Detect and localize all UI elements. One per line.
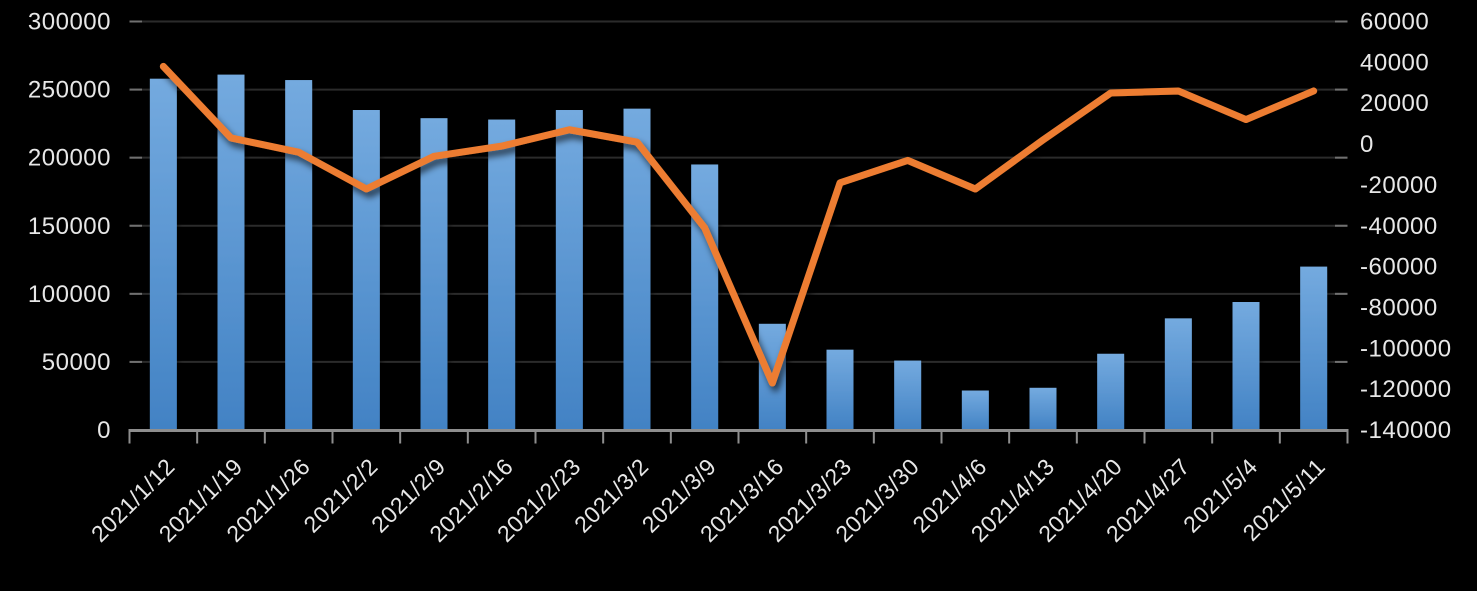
x-axis-date-label: 2021/3/2: [569, 453, 654, 538]
left-axis-label: 250000: [28, 77, 111, 104]
line-series: [159, 62, 1318, 387]
bar: [1164, 318, 1192, 430]
right-axis-label: -120000: [1360, 376, 1452, 403]
category-axis: [128, 429, 1349, 444]
right-axis-label: -20000: [1360, 172, 1438, 199]
bar: [488, 119, 516, 430]
gridlines: [129, 20, 1348, 363]
bar: [1300, 266, 1328, 430]
right-axis-label: 60000: [1360, 9, 1429, 36]
left-axis-label: 50000: [42, 349, 111, 376]
left-axis-label: 300000: [28, 9, 111, 36]
left-axis-label: 100000: [28, 281, 111, 308]
x-axis-date-label: 2021/2/2: [298, 453, 383, 538]
right-axis-label: 40000: [1360, 49, 1429, 76]
left-axis-label: 200000: [28, 145, 111, 172]
bar: [961, 390, 989, 430]
left-axis-label: 0: [97, 417, 111, 444]
bar-series: [149, 74, 1328, 430]
right-axis-label: -140000: [1360, 417, 1452, 444]
bar: [1029, 387, 1057, 430]
left-axis-label: 150000: [28, 213, 111, 240]
right-axis-label: 0: [1360, 131, 1374, 158]
bar: [285, 80, 313, 430]
bar: [1097, 353, 1125, 430]
left-axis-tick-labels: 300000 250000 200000 150000 100000 50000 0: [28, 9, 111, 445]
category-axis-tick-labels: 2021/1/122021/1/192021/1/262021/2/22021/…: [86, 453, 1330, 547]
axis-edge-ticks: [129, 20, 1348, 431]
line-path: [159, 62, 1318, 387]
right-axis-tick-labels: 60000 40000 20000 0 -20000 -40000 -60000 -80000…: [1360, 9, 1452, 445]
bar: [1232, 302, 1260, 430]
right-axis-label: -40000: [1360, 213, 1438, 240]
bar: [149, 78, 177, 430]
right-axis-label: 20000: [1360, 90, 1429, 117]
right-axis-label: -100000: [1360, 335, 1452, 362]
right-axis-label: -80000: [1360, 294, 1438, 321]
bar: [555, 110, 583, 430]
bar: [420, 118, 448, 430]
bar: [352, 110, 380, 430]
bar: [623, 108, 651, 430]
bar: [826, 349, 854, 430]
bar: [691, 164, 719, 430]
bar: [894, 360, 922, 430]
right-axis-label: -60000: [1360, 254, 1438, 281]
